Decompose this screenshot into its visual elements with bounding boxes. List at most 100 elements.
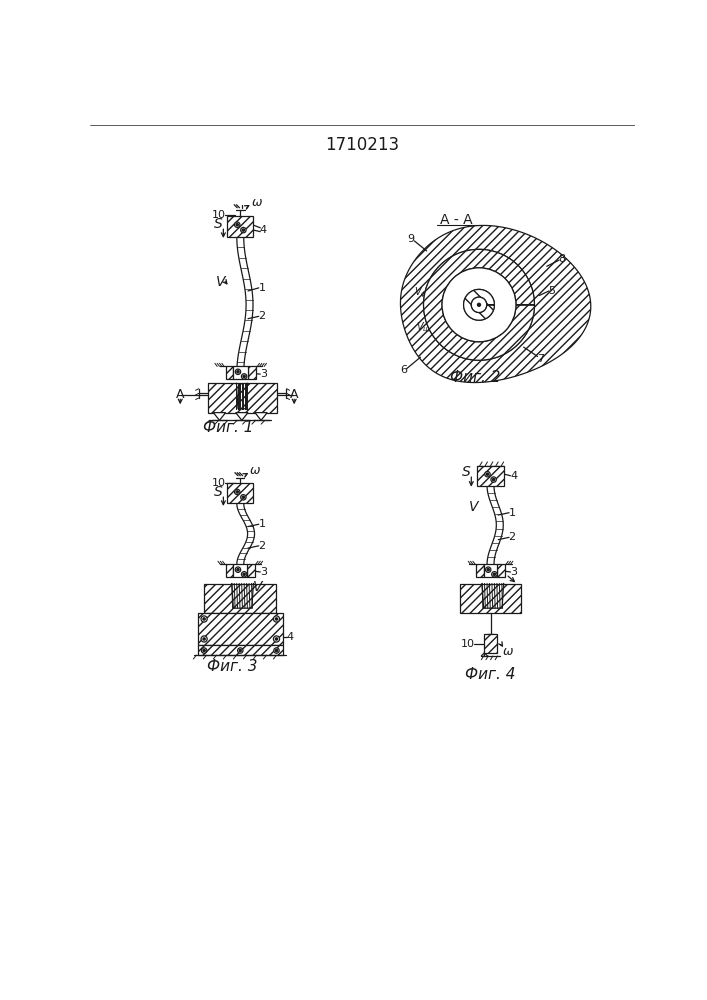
- Circle shape: [472, 297, 486, 312]
- Text: 1: 1: [258, 519, 265, 529]
- Circle shape: [242, 572, 247, 577]
- Polygon shape: [255, 413, 267, 420]
- Circle shape: [275, 649, 278, 652]
- Circle shape: [242, 374, 247, 379]
- Bar: [476, 564, 484, 577]
- Text: 3: 3: [260, 567, 267, 577]
- Text: 2: 2: [258, 541, 265, 551]
- Text: 5: 5: [549, 286, 556, 296]
- Circle shape: [493, 478, 495, 481]
- Text: 4: 4: [510, 471, 518, 481]
- Text: 3: 3: [510, 567, 517, 577]
- Circle shape: [487, 569, 489, 571]
- Bar: [198, 645, 283, 655]
- Circle shape: [464, 289, 494, 320]
- Circle shape: [274, 616, 279, 622]
- Circle shape: [240, 495, 246, 500]
- Circle shape: [201, 648, 207, 653]
- Bar: [226, 366, 233, 379]
- Text: $O_0$: $O_0$: [477, 307, 491, 321]
- Bar: [460, 584, 521, 613]
- Polygon shape: [214, 413, 226, 420]
- Circle shape: [486, 473, 489, 475]
- Text: 1: 1: [508, 508, 515, 518]
- Bar: [226, 564, 233, 577]
- Circle shape: [203, 618, 205, 620]
- Circle shape: [239, 649, 242, 652]
- Circle shape: [477, 303, 481, 306]
- Bar: [233, 366, 248, 379]
- Circle shape: [442, 268, 516, 342]
- Circle shape: [201, 616, 207, 622]
- Text: S: S: [462, 465, 471, 479]
- Bar: [484, 634, 497, 653]
- Text: 4: 4: [260, 225, 267, 235]
- Text: 9: 9: [408, 234, 415, 244]
- Text: 7: 7: [537, 354, 544, 364]
- Text: Фиг. 4: Фиг. 4: [465, 667, 516, 682]
- Text: $V_{ин}$: $V_{ин}$: [448, 273, 465, 287]
- Circle shape: [493, 573, 496, 575]
- Text: $\omega$: $\omega$: [249, 464, 261, 477]
- Text: 8: 8: [559, 254, 566, 264]
- Bar: [498, 564, 506, 577]
- Bar: [204, 584, 276, 613]
- Bar: [498, 564, 506, 577]
- Bar: [227, 483, 253, 503]
- Bar: [227, 216, 253, 237]
- Polygon shape: [400, 225, 591, 383]
- Bar: [248, 366, 256, 379]
- Bar: [247, 564, 255, 577]
- Circle shape: [237, 569, 239, 571]
- Circle shape: [235, 567, 240, 572]
- Text: $\omega$: $\omega$: [502, 645, 514, 658]
- Bar: [477, 466, 503, 486]
- Bar: [198, 645, 283, 655]
- Bar: [226, 564, 233, 577]
- Text: 2: 2: [508, 532, 515, 542]
- Text: 6: 6: [400, 365, 407, 375]
- Bar: [233, 564, 247, 577]
- Bar: [484, 634, 497, 653]
- Text: 4: 4: [287, 632, 294, 642]
- Circle shape: [275, 618, 278, 620]
- Text: 2: 2: [258, 311, 265, 321]
- Circle shape: [243, 573, 245, 575]
- Text: $V_{ц,ин}$: $V_{ц,ин}$: [416, 321, 441, 335]
- Circle shape: [486, 567, 491, 572]
- Polygon shape: [235, 413, 248, 420]
- Text: 10: 10: [211, 478, 226, 488]
- Bar: [227, 216, 253, 237]
- Text: $V_{\phi}=0$: $V_{\phi}=0$: [414, 286, 445, 300]
- Bar: [460, 584, 521, 613]
- Circle shape: [423, 249, 534, 360]
- Circle shape: [235, 369, 240, 374]
- Text: A: A: [176, 388, 185, 401]
- Circle shape: [243, 496, 245, 498]
- Bar: [198, 613, 283, 645]
- Circle shape: [274, 648, 279, 653]
- Circle shape: [275, 638, 278, 640]
- Text: $\omega$: $\omega$: [250, 196, 262, 209]
- Text: $\omega$: $\omega$: [506, 279, 518, 292]
- Text: Фиг. 1: Фиг. 1: [204, 420, 254, 436]
- Circle shape: [485, 472, 490, 477]
- Text: 1: 1: [258, 283, 265, 293]
- Text: Фиг. 2: Фиг. 2: [450, 370, 501, 385]
- Circle shape: [243, 375, 245, 378]
- Bar: [204, 584, 276, 613]
- Bar: [247, 564, 255, 577]
- Polygon shape: [423, 249, 534, 360]
- Circle shape: [236, 491, 238, 493]
- Circle shape: [203, 649, 205, 652]
- Circle shape: [240, 227, 246, 233]
- Circle shape: [237, 371, 239, 373]
- Text: 10: 10: [211, 210, 226, 220]
- Bar: [198, 613, 283, 645]
- Text: 3: 3: [260, 369, 267, 379]
- Circle shape: [201, 636, 207, 642]
- Bar: [248, 366, 256, 379]
- Circle shape: [235, 489, 240, 495]
- Text: V: V: [216, 275, 226, 289]
- Text: S: S: [214, 217, 223, 231]
